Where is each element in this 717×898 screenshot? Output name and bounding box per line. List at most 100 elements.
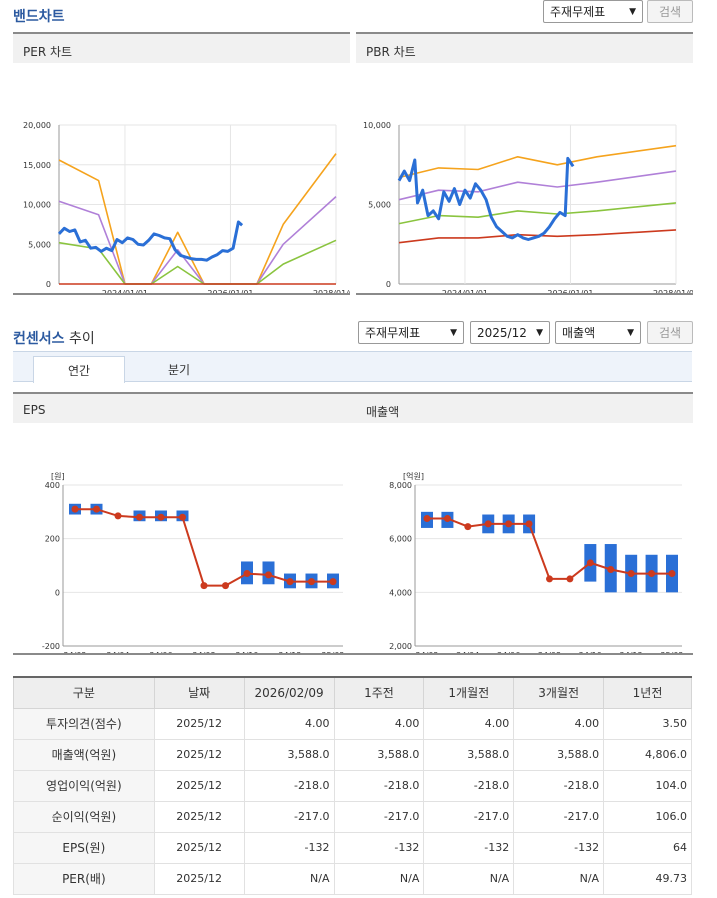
table-header: 1주전 xyxy=(333,676,425,709)
chevron-down-icon: ▼ xyxy=(629,6,636,17)
estimate-point xyxy=(668,570,676,578)
tab-quarter[interactable]: 분기 xyxy=(167,363,191,377)
consensus-period-select[interactable]: 2025/12 ▼ xyxy=(470,321,550,344)
per-chart-title: PER 차트 xyxy=(13,32,350,63)
table-row: EPS(원) 2025/12 -132 -132 -132 -132 64 xyxy=(13,831,692,864)
row-label: 매출액(억원) xyxy=(13,738,155,771)
consensus-table: 구분 날짜 2026/02/09 1주전 1개월전 3개월전 1년전 투자의견(… xyxy=(13,676,692,895)
table-cell: 2025/12 xyxy=(153,738,245,771)
revenue-chart: [억원]2,0004,0006,0008,00024/0224/0424/062… xyxy=(389,471,683,655)
table-header: 1개월전 xyxy=(423,676,515,709)
row-label: PER(배) xyxy=(13,862,155,895)
estimate-point xyxy=(200,582,208,590)
estimate-point xyxy=(329,578,337,586)
table-cell: 3.50 xyxy=(603,707,692,740)
pbr-chart: 0 5,000 10,000 2024/01/01 2026/01/01 2028/01/… xyxy=(363,121,693,295)
per-chart-panel: PER 차트 0 5,000 10,000 15,000 20,000 2024/01/0… xyxy=(13,32,350,295)
estimate-point xyxy=(566,575,574,583)
consensus-title: 컨센서스 추이 xyxy=(13,328,95,348)
table-cell: -218.0 xyxy=(333,769,425,802)
row-label: 투자의견(점수) xyxy=(13,707,155,740)
estimate-point xyxy=(607,566,615,574)
x-tick-label: 2026/01/01 xyxy=(207,289,253,295)
row-label: 영업이익(억원) xyxy=(13,769,155,802)
consensus-search-button[interactable]: 검색 xyxy=(647,321,693,344)
estimate-point xyxy=(586,559,594,567)
y-tick-label: -200 xyxy=(42,642,60,651)
consensus-statement-select-value: 주재무제표 xyxy=(365,326,421,340)
series-line xyxy=(57,220,244,262)
table-header: 2026/02/09 xyxy=(243,676,335,709)
estimate-point xyxy=(648,570,656,578)
band-chart-title: 밴드차트 xyxy=(13,9,65,25)
table-cell: 3,588.0 xyxy=(423,738,515,771)
band-statement-select[interactable]: 주재무제표 ▼ xyxy=(543,0,643,23)
table-cell: -132 xyxy=(423,831,515,864)
y-tick-label: 2,000 xyxy=(389,642,412,651)
table-cell: N/A xyxy=(243,862,335,895)
x-tick-label: 2028/01/01 xyxy=(313,289,350,295)
table-header: 날짜 xyxy=(153,676,245,709)
chevron-down-icon: ▼ xyxy=(536,327,543,338)
table-cell: N/A xyxy=(513,862,605,895)
table-cell: -217.0 xyxy=(423,800,515,833)
series-line xyxy=(58,196,337,285)
chevron-down-icon: ▼ xyxy=(450,327,457,338)
series-line xyxy=(58,153,337,285)
consensus-tabs: 연간 분기 xyxy=(13,351,692,383)
table-cell: 2025/12 xyxy=(153,831,245,864)
panel-divider xyxy=(356,293,693,295)
y-tick-label: 0 xyxy=(46,280,51,289)
table-cell: 3,588.0 xyxy=(513,738,605,771)
unit-label: [억원] xyxy=(403,471,424,481)
tab-annual[interactable]: 연간 xyxy=(33,356,125,383)
consensus-statement-select[interactable]: 주재무제표 ▼ xyxy=(358,321,464,344)
eps-chart: [원]-200020040024/0224/0424/0624/0824/102… xyxy=(42,472,345,655)
estimate-point xyxy=(627,570,635,578)
estimate-point xyxy=(71,505,79,513)
consensus-period-select-value: 2025/12 xyxy=(477,325,527,340)
table-cell: -217.0 xyxy=(513,800,605,833)
table-cell: 3,588.0 xyxy=(243,738,335,771)
consensus-title-sub: 추이 xyxy=(64,331,95,347)
estimate-point xyxy=(286,578,294,586)
estimate-point xyxy=(179,513,186,521)
series-line xyxy=(58,239,337,285)
consensus-title-main: 컨센서스 xyxy=(13,331,65,347)
consensus-item-select-value: 매출액 xyxy=(562,326,596,340)
pbr-chart-title: PBR 차트 xyxy=(356,32,693,63)
band-search-button[interactable]: 검색 xyxy=(647,0,693,23)
series-line xyxy=(397,156,575,241)
table-row: 순이익(억원) 2025/12 -217.0 -217.0 -217.0 -217.0 10… xyxy=(13,800,692,833)
estimate-point xyxy=(136,513,143,521)
row-label: 순이익(억원) xyxy=(13,800,155,833)
table-cell: 104.0 xyxy=(603,769,692,802)
table-cell: N/A xyxy=(333,862,425,895)
table-cell: -218.0 xyxy=(423,769,515,802)
table-cell: 64 xyxy=(603,831,692,864)
series-line xyxy=(398,170,677,201)
estimate-point xyxy=(265,571,272,579)
table-header: 구분 xyxy=(13,676,155,709)
table-cell: -217.0 xyxy=(243,800,335,833)
y-tick-label: 4,000 xyxy=(389,588,412,597)
x-tick-label: 2024/01/01 xyxy=(442,289,488,295)
x-tick-label: 2026/01/01 xyxy=(547,289,593,295)
table-cell: 4,806.0 xyxy=(603,738,692,771)
estimate-point xyxy=(484,520,492,528)
table-cell: 3,588.0 xyxy=(333,738,425,771)
table-cell: 106.0 xyxy=(603,800,692,833)
table-cell: 49.73 xyxy=(603,862,692,895)
estimate-point xyxy=(222,582,229,590)
estimate-point xyxy=(525,520,533,528)
estimate-point xyxy=(505,520,513,528)
table-cell: 4.00 xyxy=(333,707,425,740)
estimate-point xyxy=(546,575,553,583)
estimate-point xyxy=(157,513,165,521)
consensus-item-select[interactable]: 매출액 ▼ xyxy=(555,321,641,344)
table-cell: -132 xyxy=(513,831,605,864)
table-cell: -132 xyxy=(333,831,425,864)
estimate-point xyxy=(114,512,122,520)
table-cell: 4.00 xyxy=(243,707,335,740)
x-tick-label: 2028/01/01 xyxy=(653,289,693,295)
